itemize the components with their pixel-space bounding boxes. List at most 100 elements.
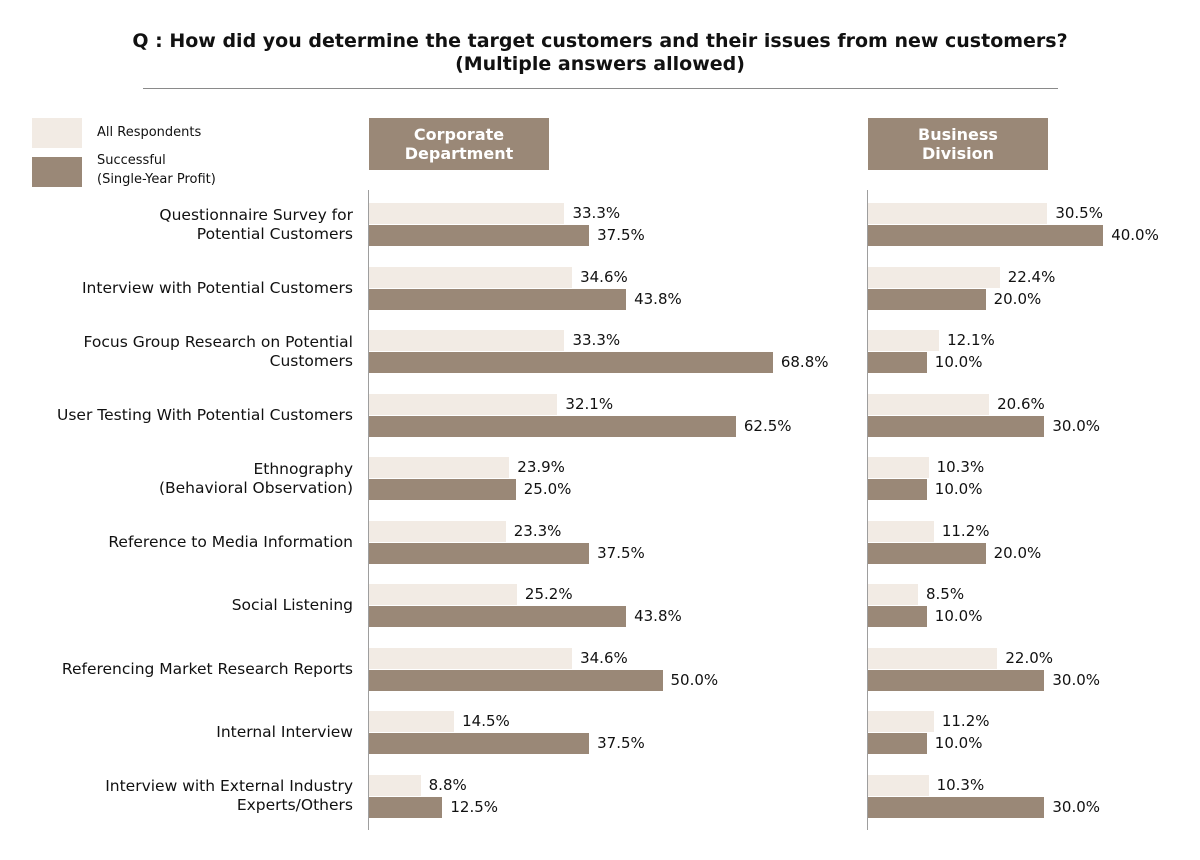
category-label: Questionnaire Survey for Potential Custom… [20, 201, 353, 248]
category-label: Internal Interview [20, 709, 353, 756]
category-label: Referencing Market Research Reports [20, 646, 353, 693]
data-label: 34.6% [580, 648, 628, 667]
bar-successful [369, 288, 627, 310]
bar-successful [369, 479, 516, 500]
data-label: 25.0% [523, 480, 572, 498]
panel-header-line: Business [918, 125, 998, 144]
data-label: 12.5% [450, 797, 499, 816]
panel-header: Corporate Department [369, 118, 549, 170]
data-label: 10.0% [934, 353, 983, 371]
category-label: Interview with External Industry Experts/… [20, 773, 353, 820]
category-label-line: Focus Group Research on Potential [83, 332, 353, 351]
bar-successful [369, 225, 590, 246]
bar-all-respondents [369, 774, 421, 796]
chart-title-line-2: (Multiple answers allowed) [455, 53, 745, 75]
panel-axis [368, 190, 369, 830]
data-label: 10.3% [936, 458, 985, 476]
data-label: 43.8% [634, 289, 682, 308]
data-label: 32.1% [565, 394, 614, 413]
bar-all-respondents [369, 266, 573, 288]
bar-successful [868, 415, 1045, 437]
data-label: 37.5% [597, 543, 645, 562]
category-label-line: User Testing With Potential Customers [57, 405, 353, 424]
legend-label-successful: Successful (Single-Year Profit) [97, 151, 216, 189]
bar-successful [868, 606, 927, 627]
data-label: 12.1% [947, 331, 995, 349]
bar-all-respondents [369, 520, 506, 542]
bar-successful [868, 288, 986, 310]
bar-all-respondents [868, 203, 1048, 224]
bar-all-respondents [369, 711, 455, 732]
data-label: 10.0% [934, 607, 983, 625]
data-label: 8.8% [428, 775, 467, 794]
chart-title: Q : How did you determine the target cus… [0, 30, 1200, 76]
category-label: Social Listening [20, 582, 353, 629]
category-label-line: Internal Interview [216, 723, 353, 741]
category-label-line: Referencing Market Research Reports [61, 659, 353, 678]
data-label: 30.0% [1052, 797, 1101, 816]
data-label: 20.0% [993, 543, 1042, 562]
data-label: 10.0% [934, 480, 983, 498]
data-label: 10.0% [934, 734, 983, 752]
category-label-line: Potential Customers [196, 224, 353, 243]
bar-all-respondents [369, 584, 517, 605]
panel-axis [867, 190, 868, 830]
legend-label-all: All Respondents [97, 125, 202, 140]
category-label-line: Questionnaire Survey for [159, 205, 353, 224]
title-divider [143, 88, 1058, 89]
data-label: 40.0% [1111, 226, 1159, 244]
bar-all-respondents [868, 330, 940, 351]
data-label: 30.5% [1055, 204, 1103, 222]
data-label: 11.2% [941, 712, 990, 730]
bar-all-respondents [868, 457, 929, 478]
data-label: 11.2% [941, 521, 990, 540]
bar-all-respondents [868, 647, 998, 669]
data-label: 10.3% [936, 775, 985, 794]
category-label-line: Customers [269, 351, 353, 370]
bar-successful [369, 352, 773, 373]
bar-successful [369, 669, 663, 691]
bar-all-respondents [868, 711, 934, 732]
category-label-line: Social Listening [231, 596, 353, 614]
data-label: 8.5% [925, 585, 965, 603]
category-label-line: Reference to Media Information [108, 532, 353, 551]
category-label-line: Interview with Potential Customers [81, 278, 353, 297]
data-label: 30.0% [1052, 670, 1101, 689]
data-label: 20.6% [997, 394, 1045, 413]
legend-label-successful-line-2: (Single-Year Profit) [97, 172, 216, 187]
panel-header-line: Corporate [413, 125, 505, 144]
data-label: 23.9% [517, 458, 565, 476]
data-label: 33.3% [572, 204, 621, 222]
bar-successful [868, 225, 1104, 246]
bar-successful [369, 796, 443, 818]
bar-all-respondents [868, 774, 929, 796]
data-label: 33.3% [572, 331, 621, 349]
data-label: 30.0% [1052, 416, 1101, 435]
bar-all-respondents [868, 266, 1000, 288]
bar-successful [868, 352, 927, 373]
bar-successful [868, 796, 1045, 818]
data-label: 14.5% [462, 712, 510, 730]
category-label: User Testing With Potential Customers [20, 392, 353, 439]
legend-swatch-successful [32, 157, 82, 187]
bar-all-respondents [369, 330, 565, 351]
category-label: Focus Group Research on Potential Custome… [20, 328, 353, 375]
data-label: 43.8% [634, 607, 682, 625]
bar-all-respondents [868, 520, 934, 542]
bar-successful [369, 415, 736, 437]
bar-successful [868, 479, 927, 500]
panel-header-line: Division [921, 144, 995, 163]
bar-successful [868, 542, 986, 564]
data-label: 37.5% [597, 226, 645, 244]
bar-all-respondents [369, 457, 510, 478]
bar-all-respondents [369, 393, 558, 415]
data-label: 62.5% [743, 416, 792, 435]
panel-header: Business Division [868, 118, 1048, 170]
legend-swatch-all [32, 118, 82, 148]
bar-all-respondents [369, 203, 565, 224]
category-label-line: Ethnography [253, 459, 353, 478]
data-label: 50.0% [670, 670, 719, 689]
bar-successful [369, 733, 590, 754]
category-label: Ethnography (Behavioral Observation) [20, 455, 353, 502]
legend-label-successful-line-1: Successful [97, 153, 166, 168]
